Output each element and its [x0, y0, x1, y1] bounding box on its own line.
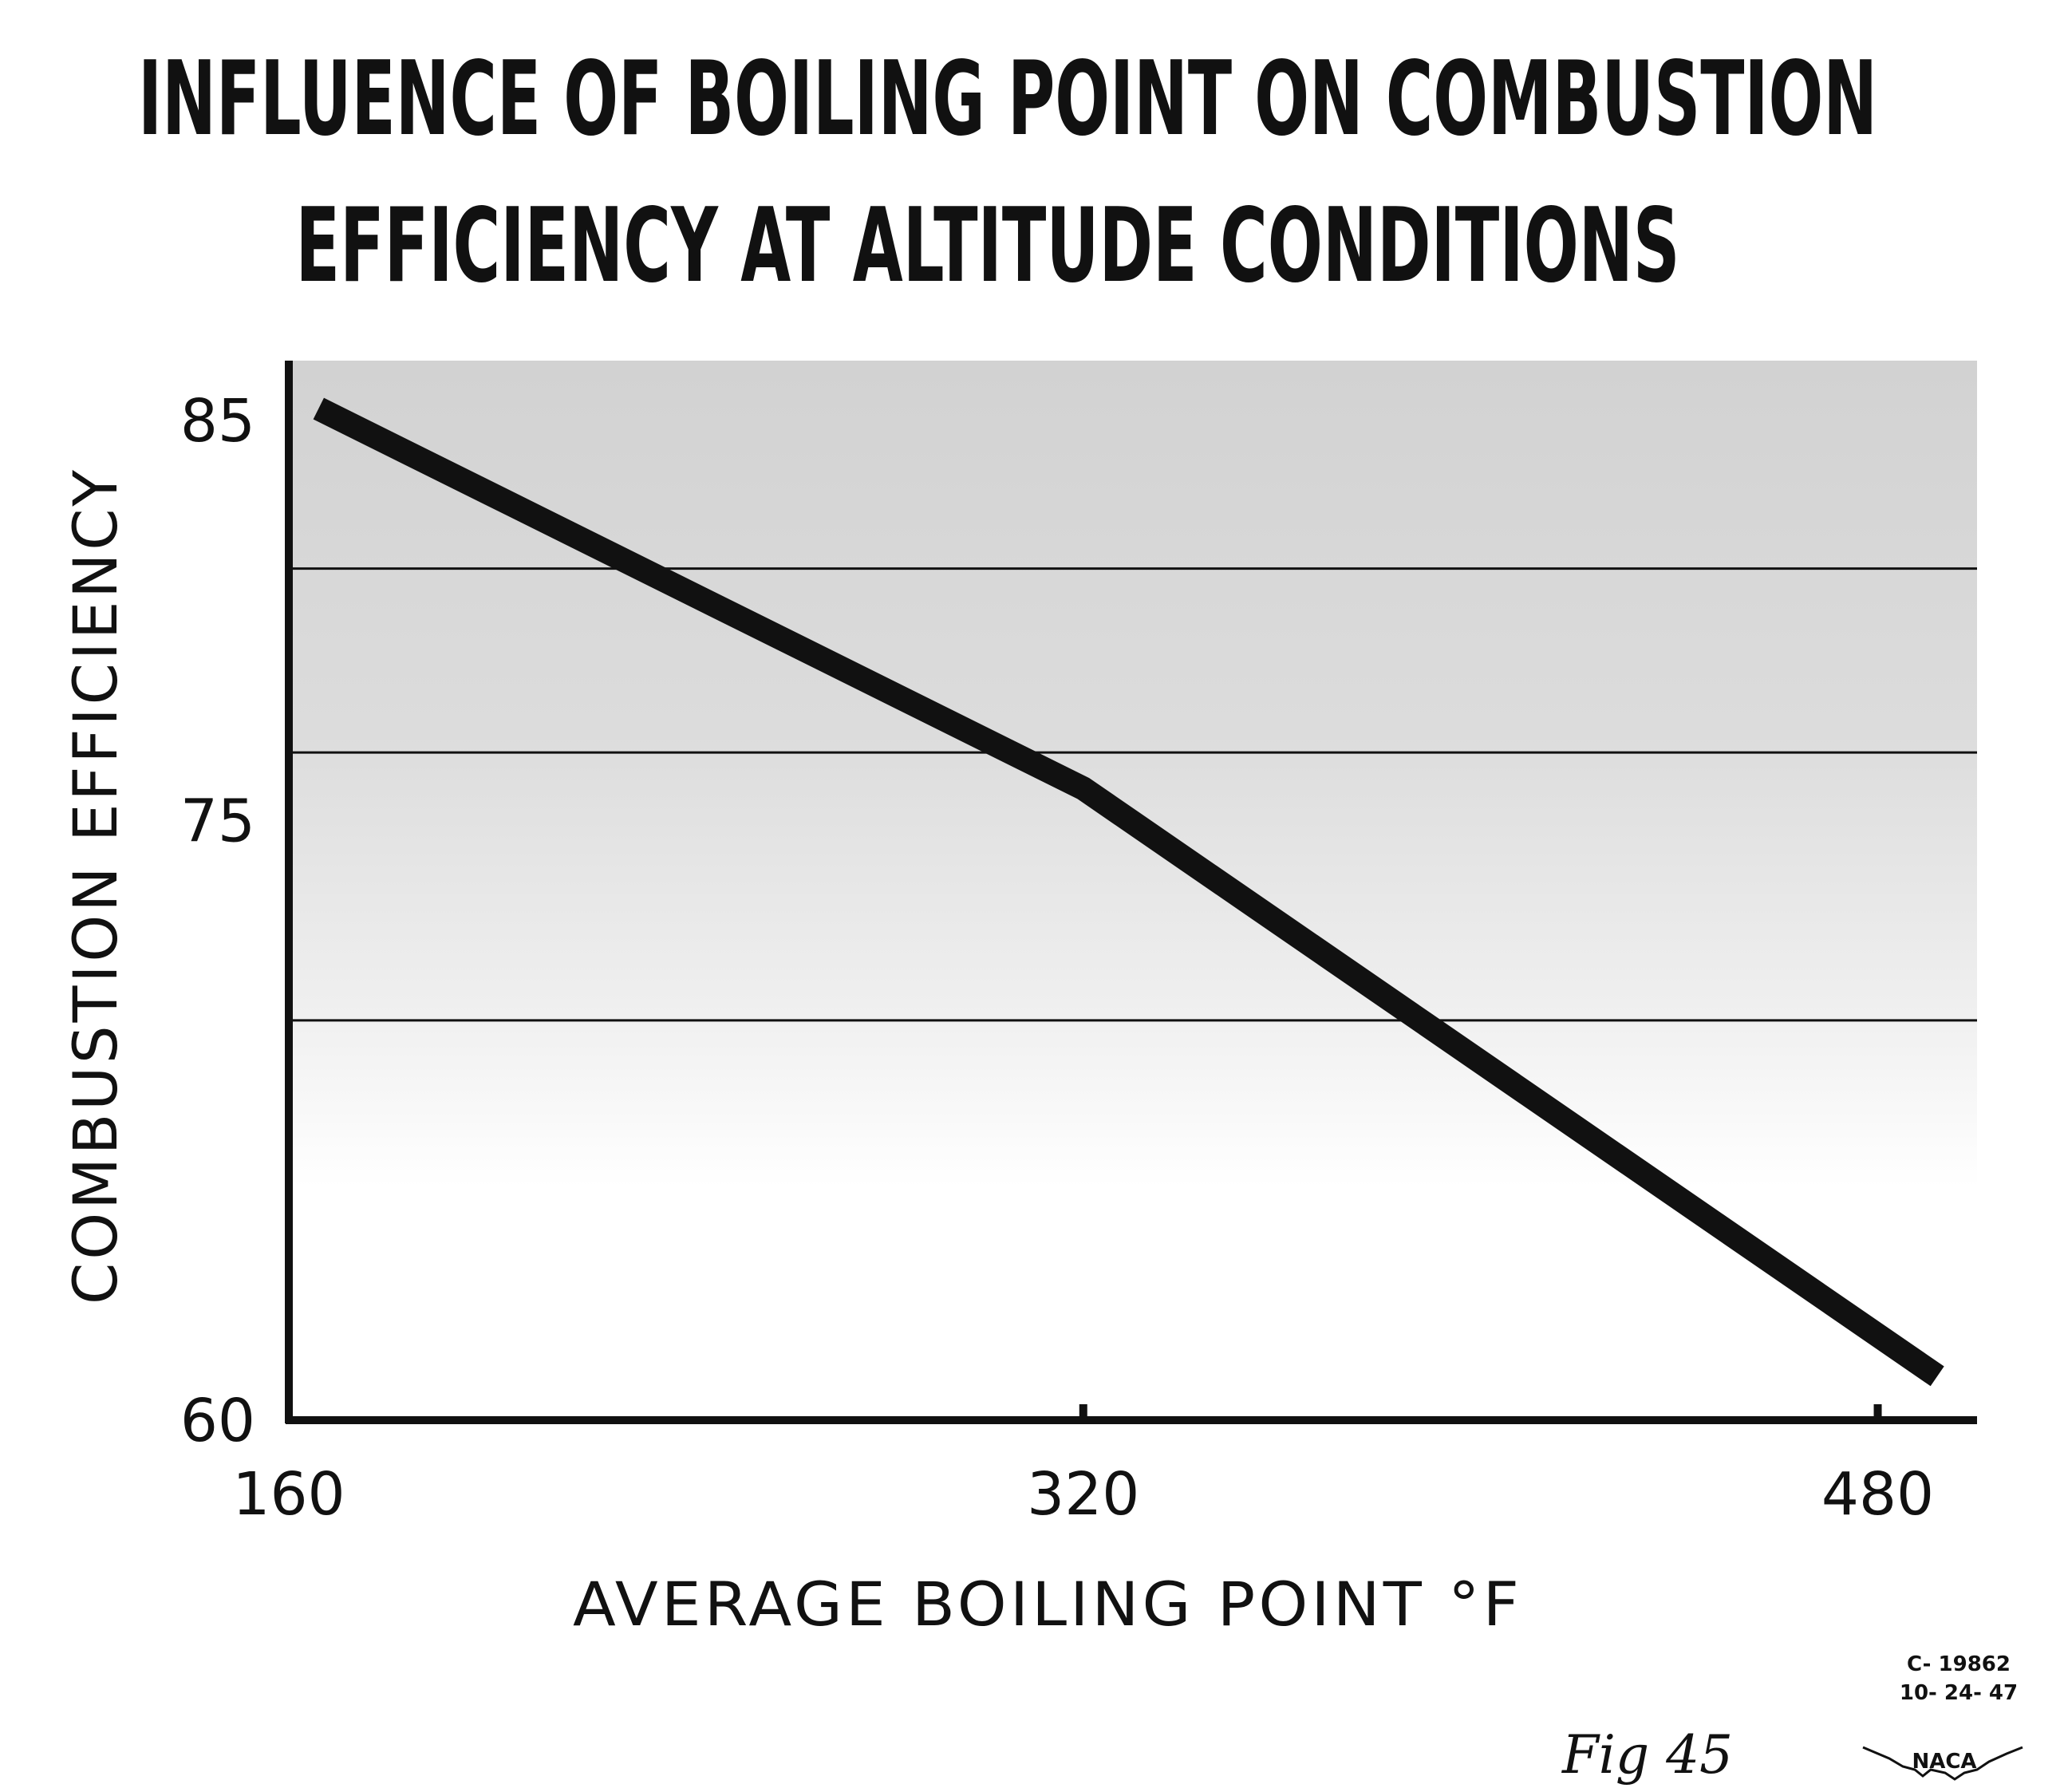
naca-logo-text: NACA [1912, 1750, 1976, 1774]
series-layer [313, 397, 1944, 1387]
x-tick-label-2: 480 [1821, 1460, 1934, 1529]
y-tick-label-2: 85 [180, 387, 255, 456]
chart-title-line-1: INFLUENCE OF BOILING POINT ON COMBUSTION [138, 40, 1877, 159]
figure-note: Fig 45 [1561, 1724, 1733, 1786]
series-line-0 [313, 397, 1944, 1387]
x-tick-label-0: 160 [232, 1460, 345, 1529]
naca-logo: NACA [1862, 1746, 2023, 1781]
chart-title-line-2: EFFICIENCY AT ALTITUDE CONDITIONS [296, 187, 1680, 306]
x-tick-label-1: 320 [1027, 1460, 1139, 1529]
gridlines [289, 567, 1977, 1022]
y-tick-label-1: 75 [180, 787, 255, 855]
x-tick-labels: 160 320 480 [232, 1460, 1934, 1529]
y-tick-labels: 60 75 85 [180, 387, 255, 1455]
y-tick-label-0: 60 [180, 1387, 255, 1455]
y-axis-label: COMBUSTION EFFICIENCY [60, 467, 131, 1305]
stamp-date: 10- 24- 47 [1900, 1681, 2018, 1705]
axes [285, 361, 1977, 1424]
stamp-code: C- 19862 [1907, 1652, 2011, 1676]
x-axis-label: AVERAGE BOILING POINT °F [573, 1569, 1522, 1640]
naca-logo-wings [1862, 1746, 2023, 1781]
